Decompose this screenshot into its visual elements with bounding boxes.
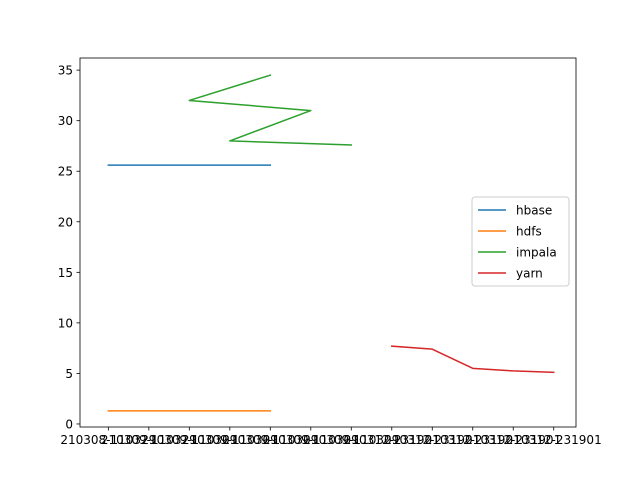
y-tick-label: 15 bbox=[58, 266, 73, 280]
y-tick-label: 0 bbox=[65, 417, 73, 431]
x-tick-label: 210312-231901 bbox=[344, 433, 440, 447]
legend-box bbox=[471, 196, 570, 287]
y-tick-label: 5 bbox=[65, 367, 73, 381]
axes-frame bbox=[79, 57, 577, 428]
axes-layer: 0 5 10 15 20 25 30 35 210308-110329210309-110329… bbox=[58, 57, 602, 447]
x-tick-label: 210312-231901 bbox=[506, 433, 602, 447]
legend: hbase hdfs impala yarn bbox=[471, 196, 570, 287]
x-tick-label: 210309-110309 bbox=[141, 433, 237, 447]
x-tick-label: 210309-110309 bbox=[222, 433, 318, 447]
series-line-yarn bbox=[390, 345, 555, 374]
series-layer bbox=[107, 74, 555, 412]
x-tick-label: 210309-110309 bbox=[303, 433, 399, 447]
y-tick-label: 35 bbox=[58, 64, 73, 78]
x-tick-label: 210312-231901 bbox=[384, 433, 480, 447]
legend-label-hbase: hbase bbox=[516, 204, 552, 218]
y-tick-label: 10 bbox=[58, 316, 73, 330]
x-tick-label: 210308-110329 bbox=[60, 433, 156, 447]
x-tick-label: 210312-231901 bbox=[425, 433, 521, 447]
legend-label-yarn: yarn bbox=[516, 267, 543, 281]
y-tick-label: 25 bbox=[58, 165, 73, 179]
y-tick-label: 30 bbox=[58, 114, 73, 128]
x-tick-label: 210309-110309 bbox=[263, 433, 359, 447]
x-tick-label: 210312-231901 bbox=[465, 433, 561, 447]
x-tick-label: 210309-110309 bbox=[182, 433, 278, 447]
legend-label-hdfs: hdfs bbox=[516, 225, 542, 239]
y-tick-label: 20 bbox=[58, 215, 73, 229]
legend-label-impala: impala bbox=[516, 246, 557, 260]
series-line-impala bbox=[188, 74, 353, 146]
x-tick-label: 210309-110329 bbox=[101, 433, 197, 447]
